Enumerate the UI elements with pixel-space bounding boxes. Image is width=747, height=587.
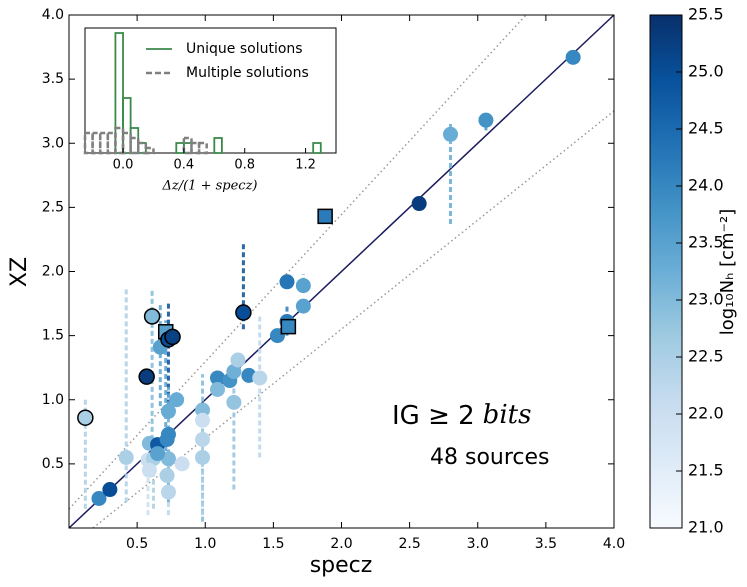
colorbar-tick-label: 21.5	[688, 461, 724, 480]
hist-bar	[144, 146, 155, 155]
point	[159, 467, 175, 483]
colorbar-tick-label: 23.5	[688, 233, 724, 252]
annotation-count: 48 sources	[430, 445, 550, 470]
inset-x-tick-label: 0.4	[174, 158, 195, 173]
x-tick-label: 1.5	[262, 536, 284, 552]
hist-bar	[197, 141, 208, 155]
point	[141, 462, 157, 478]
point	[230, 352, 246, 368]
point-square	[317, 208, 333, 225]
hist-bar	[129, 136, 140, 155]
point	[77, 409, 94, 426]
point	[279, 274, 295, 290]
point	[195, 412, 211, 428]
x-tick-label: 2.5	[398, 536, 420, 552]
x-tick-label: 2.0	[330, 536, 352, 552]
point	[160, 426, 176, 442]
colorbar-tick-label: 23.0	[688, 290, 724, 309]
hist-bar	[182, 136, 193, 155]
inset-x-tick-label: 0.8	[234, 158, 255, 173]
y-tick-label: 3.5	[42, 71, 64, 87]
point	[150, 446, 166, 462]
annotation-text: IG ≥ 2	[392, 401, 475, 431]
point	[138, 368, 155, 385]
x-tick-label: 4.0	[603, 536, 625, 552]
point	[411, 196, 427, 212]
point	[169, 392, 185, 408]
hist-bar	[312, 142, 322, 154]
point	[443, 126, 458, 142]
point	[164, 328, 181, 346]
hist-bar	[91, 131, 102, 155]
point	[295, 278, 311, 294]
point	[160, 403, 176, 419]
hist-bar	[190, 141, 201, 155]
hist-bar	[98, 131, 110, 155]
annotation: IG ≥ 2 bits	[392, 400, 531, 431]
point-square	[280, 318, 297, 335]
colorbar-tick-label: 22.0	[688, 404, 724, 423]
y-tick-label: 2.0	[42, 264, 64, 280]
hist-bar	[83, 131, 94, 155]
y-tick-label: 1.5	[42, 328, 64, 344]
y-tick-label: 4.0	[42, 7, 64, 23]
x-tick-label: 3.0	[467, 536, 489, 552]
point	[295, 298, 311, 314]
point	[102, 482, 118, 498]
y-tick-label: 1.0	[42, 392, 64, 408]
colorbar-tick-label: 21.0	[688, 518, 724, 537]
point	[210, 370, 226, 386]
y-tick-label: 0.5	[42, 456, 64, 472]
hist-bar	[213, 137, 223, 154]
point	[195, 449, 211, 465]
point	[252, 370, 268, 386]
annotation-math: bits	[483, 400, 532, 430]
point	[160, 484, 176, 500]
colorbar-tick-label: 25.0	[688, 62, 724, 81]
inset-x-label: Δz/(1 + specz)	[161, 179, 257, 194]
y-tick-label: 2.5	[42, 199, 64, 215]
colorbar-tick-label: 22.5	[688, 347, 724, 366]
colorbar	[649, 14, 683, 529]
point	[210, 381, 226, 397]
point	[235, 304, 252, 321]
inset-x-tick-label: 1.2	[295, 158, 316, 173]
point	[143, 308, 161, 325]
point	[195, 432, 211, 448]
y-axis-label: XZ	[7, 257, 32, 287]
point	[565, 49, 581, 65]
x-tick-label: 0.5	[126, 536, 148, 552]
hist-bar	[114, 126, 125, 155]
colorbar-tick-label: 25.5	[688, 5, 724, 24]
point	[226, 364, 242, 380]
point	[478, 112, 494, 128]
colorbar-tick-label: 24.0	[688, 176, 724, 195]
colorbar-tick-label: 24.5	[688, 119, 724, 138]
x-tick-label: 1.0	[194, 536, 216, 552]
legend-label: Unique solutions	[186, 41, 303, 57]
hist-bar	[122, 97, 132, 154]
x-axis-label: specz	[310, 553, 373, 578]
x-tick-label: 3.5	[535, 536, 557, 552]
lower-outlier-line	[92, 110, 615, 529]
point	[195, 402, 211, 418]
legend-label: Multiple solutions	[186, 65, 309, 81]
y-tick-label: 3.0	[42, 135, 64, 151]
point	[91, 491, 107, 507]
point	[118, 449, 134, 465]
point	[226, 394, 242, 410]
inset-x-tick-label: 0.0	[113, 158, 134, 173]
point	[174, 456, 190, 472]
colorbar-label: log₁₀Nₕ [cm⁻²]	[717, 209, 738, 336]
